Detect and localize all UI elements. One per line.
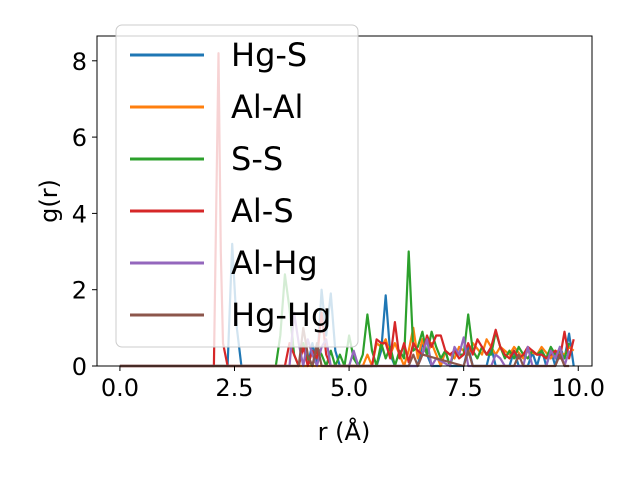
y-tick-label: 4 bbox=[72, 200, 87, 228]
series-layer bbox=[119, 52, 575, 368]
x-axis: 0.0 2.5 5.0 7.5 10.0 bbox=[101, 366, 605, 402]
legend-label: Al-Hg bbox=[231, 244, 318, 282]
y-tick-label: 6 bbox=[72, 124, 87, 152]
x-tick-label: 0.0 bbox=[101, 374, 139, 402]
y-axis-label: g(r) bbox=[35, 179, 63, 223]
legend-label: Hg-S bbox=[231, 36, 307, 74]
x-tick-label: 5.0 bbox=[330, 374, 368, 402]
y-axis: 0 2 4 6 8 bbox=[72, 48, 97, 381]
x-tick-label: 2.5 bbox=[215, 374, 253, 402]
y-tick-label: 8 bbox=[72, 48, 87, 76]
x-tick-label: 7.5 bbox=[445, 374, 483, 402]
legend-label: Al-Al bbox=[231, 88, 303, 126]
legend: Hg-S Al-Al S-S Al-S Al-Hg Hg-Hg bbox=[115, 24, 359, 348]
legend-label: Al-S bbox=[231, 192, 294, 230]
x-tick-label: 10.0 bbox=[552, 374, 605, 402]
x-axis-label: r (Å) bbox=[318, 417, 371, 446]
legend-entries: Hg-S Al-Al S-S Al-S Al-Hg Hg-Hg bbox=[130, 36, 331, 334]
y-tick-label: 0 bbox=[72, 353, 87, 381]
legend-label: S-S bbox=[231, 140, 283, 178]
y-tick-label: 2 bbox=[72, 277, 87, 305]
series-line-al-hg bbox=[119, 311, 571, 368]
legend-label: Hg-Hg bbox=[231, 296, 331, 334]
